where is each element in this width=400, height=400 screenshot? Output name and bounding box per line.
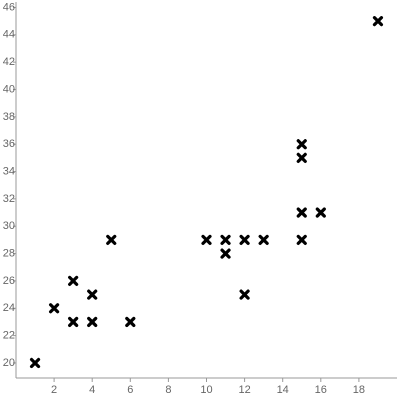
point (258, 234, 269, 246)
point (29, 357, 41, 369)
point (87, 316, 98, 328)
point (239, 234, 250, 246)
point (49, 303, 60, 314)
y-tick-label: 30 (3, 220, 15, 232)
y-tick-label: 40 (3, 83, 15, 95)
x-tick-label: 18 (353, 384, 365, 396)
point (125, 316, 136, 328)
y-tick-label: 46 (3, 1, 15, 13)
y-tick-label: 26 (3, 275, 15, 287)
y-tick-label: 22 (3, 330, 15, 342)
point (315, 207, 326, 218)
y-tick-label: 34 (3, 165, 15, 177)
y-tick-label: 32 (3, 193, 15, 205)
point (220, 234, 231, 246)
x-tick-label: 4 (89, 384, 95, 396)
point (372, 16, 384, 27)
y-tick-label: 36 (3, 138, 15, 150)
y-tick-label: 24 (3, 302, 15, 314)
x-tick-label: 8 (165, 384, 171, 396)
point (296, 207, 307, 218)
point (296, 139, 307, 150)
point (68, 275, 79, 287)
x-tick-label: 14 (277, 384, 289, 396)
y-tick-label: 28 (3, 247, 15, 259)
point (87, 289, 98, 300)
point (296, 234, 307, 246)
point (239, 289, 250, 300)
y-tick-label: 42 (3, 56, 15, 68)
point (106, 234, 117, 246)
point (220, 248, 231, 259)
x-tick-label: 6 (127, 384, 133, 396)
y-tick-label: 38 (3, 111, 15, 123)
point (201, 234, 212, 246)
x-tick-label: 10 (200, 384, 212, 396)
x-tick-label: 16 (315, 384, 327, 396)
x-tick-label: 2 (51, 384, 57, 396)
x-tick-label: 12 (238, 384, 250, 396)
point (68, 316, 79, 328)
y-tick-label: 20 (3, 357, 15, 369)
y-tick-label: 44 (3, 29, 15, 41)
point (296, 152, 307, 163)
